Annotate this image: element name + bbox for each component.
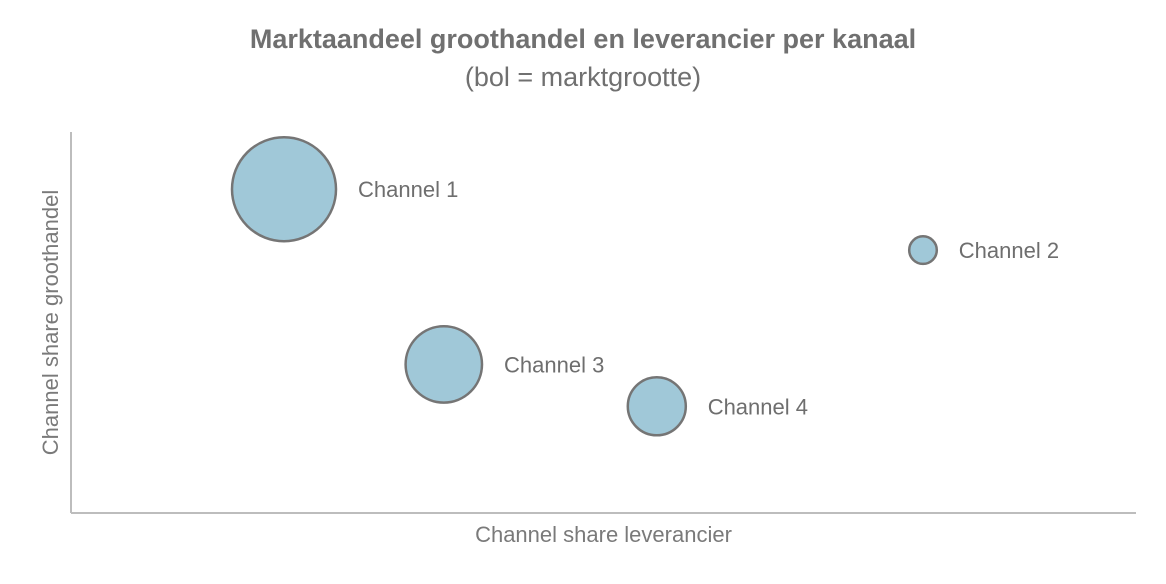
bubble-label-channel-2: Channel 2: [959, 238, 1059, 263]
chart-title: Marktaandeel groothandel en leverancier …: [249, 24, 917, 54]
bubble-label-channel-1: Channel 1: [358, 177, 458, 202]
chart-subtitle: (bol = marktgrootte): [464, 62, 702, 92]
bubble-channel-3: [404, 324, 484, 404]
y-axis-label: Channel share groothandel: [38, 190, 63, 455]
bubble-label-channel-4: Channel 4: [708, 394, 808, 419]
bubble-channel-1: [230, 135, 338, 243]
bubble-channel-2: [907, 235, 939, 266]
bubble-channel-4: [626, 376, 688, 437]
bubbles-group: Channel 1 Channel 2 Channel 3 Channel 4: [230, 135, 1059, 437]
bubble-label-channel-3: Channel 3: [504, 352, 604, 377]
x-axis-label: Channel share leverancier: [475, 522, 732, 547]
